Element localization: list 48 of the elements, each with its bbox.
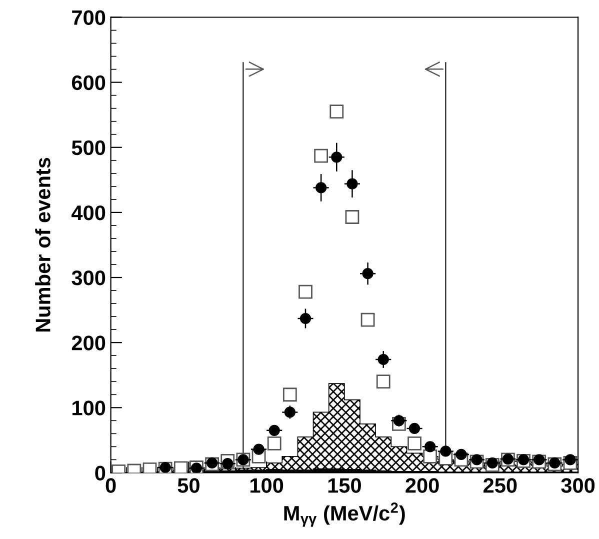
point [564,454,576,466]
x-tick-label: 100 [250,478,284,493]
point [362,268,374,280]
point [267,436,282,450]
point [408,422,420,434]
y-tick-label: 100 [72,400,106,416]
point [408,436,422,450]
point [345,210,360,224]
x-tick-label: 0 [106,478,116,493]
point [346,178,358,190]
y-tick-label: 300 [72,270,106,286]
point [316,182,327,194]
point [376,374,390,389]
x-tick-label: 50 [178,478,200,493]
point [174,461,188,473]
y-tick-label: 0 [95,466,106,480]
point [314,148,328,163]
point [440,446,452,457]
point [298,284,312,299]
point [423,449,438,464]
y-axis-title: Number of events [35,158,50,332]
point [393,415,404,426]
point [331,152,342,163]
point [268,424,280,436]
x-tick-label: 150 [328,478,361,493]
point [284,406,296,418]
point [534,454,545,466]
x-tick-label: 200 [406,478,439,493]
point [330,104,344,119]
point [222,458,234,470]
y-tick-label: 500 [72,140,106,156]
point [456,448,467,460]
point [378,354,389,366]
y-tick-label: 200 [72,336,106,350]
point [360,312,375,327]
point [282,388,297,402]
y-tick-label: 400 [72,205,106,220]
y-tick-label: 600 [72,75,106,90]
point [486,457,498,468]
point [471,454,482,466]
point [253,444,264,455]
x-tick-label: 300 [561,478,595,493]
point [549,457,560,468]
x-tick-label: 250 [484,478,517,493]
point [424,441,436,452]
x-axis-title: M$_{γγ}$ (MeV/c$^{2}$) [284,502,405,527]
point [300,312,312,324]
y-tick-label: 700 [72,10,106,25]
